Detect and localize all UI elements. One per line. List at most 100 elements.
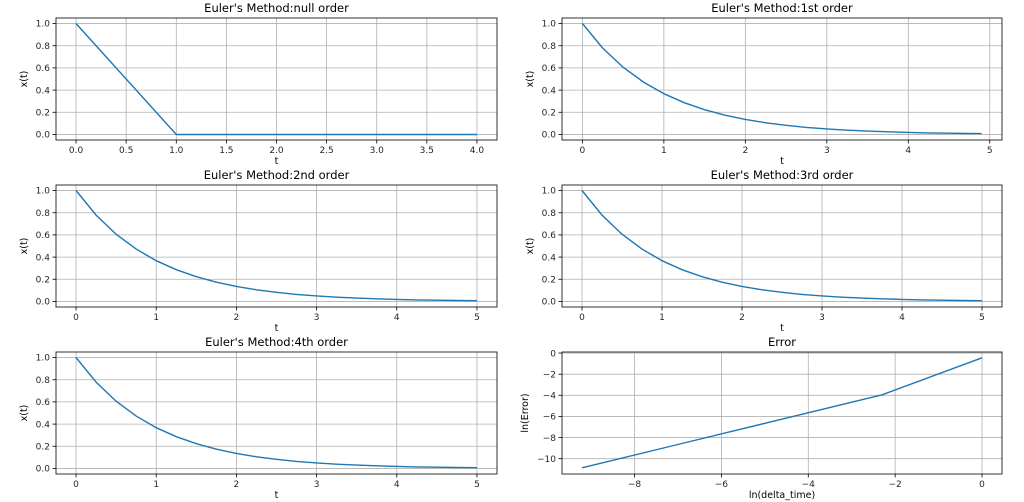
y-tick-label: 0 [550, 349, 556, 359]
axes-frame [55, 184, 498, 308]
x-tick-label: 4 [394, 480, 400, 490]
y-tick-label: 1.0 [36, 354, 51, 364]
subplot-1: 0 1 2 3 4 5 0.0 0.2 0.4 0.6 0.8 1.0 Euler's Method:1… [525, 1, 1003, 167]
y-tick-label: 0.0 [36, 298, 51, 308]
axes-frame [561, 351, 1003, 475]
y-tick-label: −4 [543, 392, 557, 402]
x-tick-label: 3.5 [420, 146, 434, 156]
subplot-4: 0 1 2 3 4 5 0.0 0.2 0.4 0.6 0.8 1.0 Euler's Method:4… [19, 335, 498, 501]
y-tick-label: 1.0 [36, 187, 51, 197]
subplot-3: 0 1 2 3 4 5 0.0 0.2 0.4 0.6 0.8 1.0 Euler's Method:3… [525, 168, 1003, 334]
series-line [581, 190, 983, 302]
x-tick-label: 2 [234, 313, 240, 323]
x-tick-label: 1 [661, 146, 667, 156]
y-tick-label: 0.4 [36, 420, 51, 430]
x-tick-label: 2.5 [319, 146, 333, 156]
y-tick-label: 0.6 [36, 64, 51, 74]
y-tick-label: 0.6 [36, 231, 51, 241]
x-tick-label: −6 [715, 480, 729, 490]
x-tick-label: 0 [579, 313, 585, 323]
x-tick-label: 3 [314, 313, 320, 323]
x-tick-label: 0.0 [69, 146, 84, 156]
chart-title: Euler's Method:1st order [711, 1, 853, 15]
y-tick-label: 0.4 [36, 253, 51, 263]
y-tick-label: 0.8 [542, 209, 557, 219]
x-tick-label: 3 [819, 313, 825, 323]
x-tick-label: 2 [742, 146, 748, 156]
y-tick-label: 0.2 [36, 108, 50, 118]
x-tick-label: 0 [979, 480, 985, 490]
x-tick-label: 2 [739, 313, 745, 323]
x-tick-label: 4 [394, 313, 400, 323]
x-axis-label: t [275, 490, 279, 501]
y-tick-label: 0.4 [542, 86, 557, 96]
x-tick-label: −2 [889, 480, 902, 490]
y-tick-label: −8 [543, 434, 557, 444]
subplot-0: 0.0 0.5 1.0 1.5 2.0 2.5 3.0 3.5 4.0 0.0 0.2 0.4 0.6 0… [19, 1, 498, 167]
x-axis-label: ln(delta_time) [749, 490, 815, 501]
axes-frame [55, 17, 498, 141]
x-tick-label: 3 [824, 146, 830, 156]
y-axis-label: x(t) [19, 405, 30, 422]
x-axis-label: t [275, 323, 279, 334]
y-tick-label: 0.0 [36, 131, 51, 141]
x-tick-label: 2.0 [269, 146, 284, 156]
y-tick-label: 0.2 [542, 275, 556, 285]
x-tick-label: 5 [979, 313, 985, 323]
x-axis-label: t [780, 156, 784, 167]
y-axis-label: x(t) [525, 238, 536, 255]
y-tick-label: 0.2 [36, 275, 50, 285]
x-tick-label: 3.0 [370, 146, 385, 156]
x-axis-label: t [275, 156, 279, 167]
subplot-5: −8 −6 −4 −2 0 −10 −8 −6 −4 −2 0 Error ln(delta_time)… [520, 335, 1003, 501]
y-tick-label: −6 [543, 413, 557, 423]
x-tick-label: 4.0 [470, 146, 485, 156]
chart-title: Error [768, 335, 796, 349]
x-axis-label: t [780, 323, 784, 334]
y-tick-label: 0.8 [36, 209, 51, 219]
y-axis-label: x(t) [19, 71, 30, 88]
x-tick-label: 1 [153, 480, 159, 490]
x-tick-label: 1.0 [169, 146, 184, 156]
chart-title: Euler's Method:3rd order [711, 168, 854, 182]
y-axis-label: x(t) [525, 71, 536, 88]
y-axis-label: x(t) [19, 238, 30, 255]
y-tick-label: 0.4 [542, 253, 557, 263]
chart-title: Euler's Method:null order [204, 1, 349, 15]
x-tick-label: 4 [905, 146, 911, 156]
y-tick-label: 1.0 [36, 20, 51, 30]
y-tick-label: 0.6 [542, 64, 557, 74]
x-tick-label: 3 [314, 480, 320, 490]
chart-title: Euler's Method:2nd order [204, 168, 350, 182]
y-tick-label: 0.2 [36, 442, 50, 452]
y-axis-label: ln(Error) [520, 393, 531, 432]
series-line [581, 23, 982, 135]
y-tick-label: 0.4 [36, 86, 51, 96]
y-tick-label: 0.6 [542, 231, 557, 241]
x-tick-label: 5 [474, 313, 480, 323]
x-tick-label: 0 [73, 313, 79, 323]
series-line [75, 23, 477, 136]
y-tick-label: 0.2 [542, 108, 556, 118]
axes-frame [55, 351, 498, 475]
x-tick-label: 0 [73, 480, 79, 490]
x-tick-label: 0.5 [119, 146, 133, 156]
y-tick-label: 0.0 [542, 131, 557, 141]
chart-title: Euler's Method:4th order [205, 335, 348, 349]
x-tick-label: 5 [474, 480, 480, 490]
y-tick-label: −10 [537, 455, 556, 465]
y-tick-label: 1.0 [542, 20, 557, 30]
x-tick-label: 5 [987, 146, 993, 156]
series-line [75, 357, 478, 469]
y-tick-label: 0.8 [36, 42, 51, 52]
y-tick-label: −2 [543, 370, 556, 380]
x-tick-label: 4 [899, 313, 905, 323]
y-tick-label: 0.0 [36, 465, 51, 475]
x-tick-label: 1 [659, 313, 665, 323]
y-tick-label: 0.8 [36, 376, 51, 386]
series-line [581, 357, 983, 469]
y-tick-label: 0.8 [542, 42, 557, 52]
series-line [75, 190, 478, 302]
x-tick-label: 0 [580, 146, 586, 156]
